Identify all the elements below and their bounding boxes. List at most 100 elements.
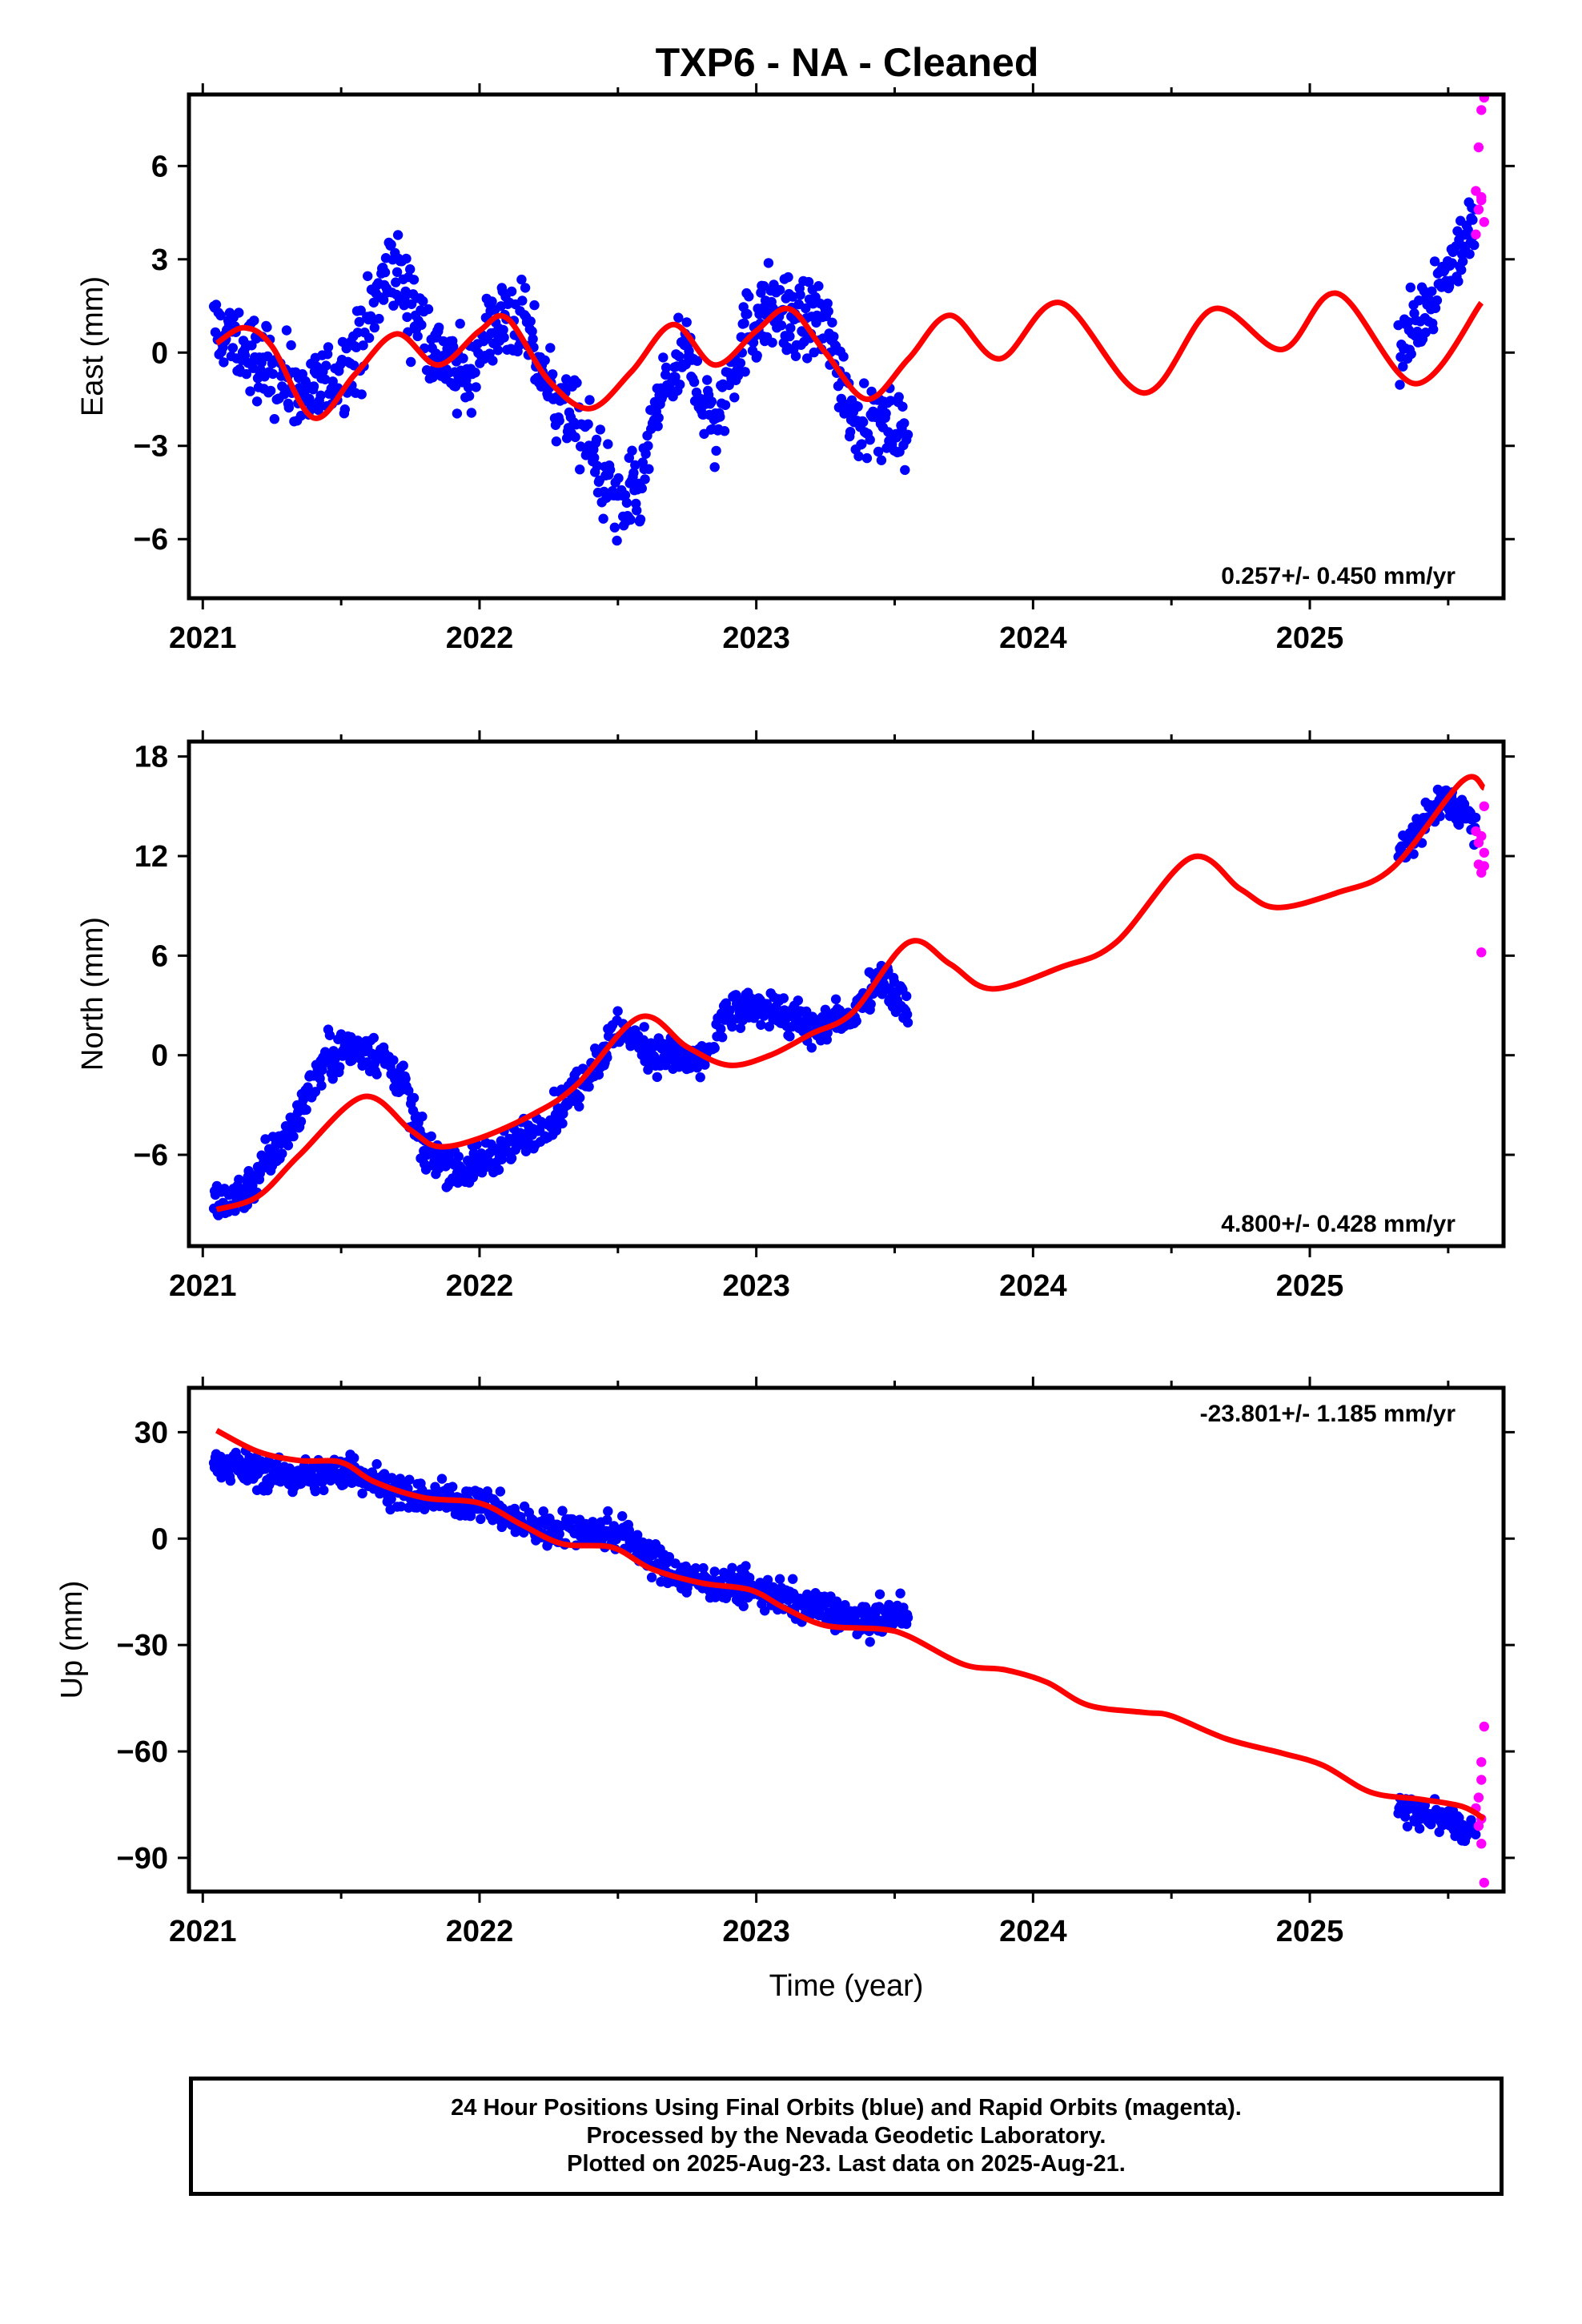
final-point <box>627 445 637 456</box>
final-point <box>239 350 251 360</box>
final-point <box>404 1474 415 1485</box>
x-tick-label: 2023 <box>722 621 790 655</box>
final-point <box>652 1072 662 1083</box>
final-point <box>1427 286 1437 296</box>
final-point <box>881 408 891 419</box>
final-point <box>575 464 585 475</box>
final-point <box>488 356 498 366</box>
final-point <box>363 332 375 344</box>
y-tick-label: 12 <box>135 840 168 874</box>
final-point <box>630 460 640 470</box>
final-point <box>700 1059 710 1070</box>
final-point <box>416 320 427 330</box>
plot-area-up <box>208 1428 1490 1888</box>
final-point <box>1406 348 1416 360</box>
final-point <box>288 1131 299 1142</box>
final-point <box>388 1055 399 1066</box>
final-point <box>899 418 909 428</box>
final-point <box>874 1589 885 1600</box>
rapid-point <box>1473 142 1484 153</box>
final-point <box>219 357 229 368</box>
final-point <box>575 1092 585 1103</box>
final-point <box>1395 380 1405 390</box>
final-point <box>225 1475 236 1486</box>
final-point <box>463 382 474 392</box>
final-point <box>310 1486 321 1497</box>
final-point <box>358 340 368 351</box>
rapid-point <box>1476 105 1487 115</box>
final-point <box>845 427 856 437</box>
final-point <box>760 1606 770 1616</box>
final-point <box>283 1140 294 1151</box>
final-point <box>709 462 720 472</box>
final-point <box>876 455 887 465</box>
final-point <box>1393 320 1403 331</box>
final-point <box>635 514 646 525</box>
final-point <box>227 343 238 353</box>
final-point <box>391 267 403 277</box>
panel-frame-up <box>187 1385 1506 1894</box>
final-point <box>670 372 681 383</box>
final-point <box>506 1153 517 1164</box>
final-point <box>234 1174 244 1185</box>
final-point <box>277 381 287 392</box>
y-tick-label: −3 <box>134 430 168 464</box>
final-point <box>368 1032 379 1043</box>
final-point <box>404 1085 414 1096</box>
final-point <box>412 331 423 342</box>
model-curve-north <box>215 774 1487 1212</box>
final-point <box>897 401 908 412</box>
panel-north: 2021 2022 2023 2024 2025 −6 0 6 12 18 North (mm) 4.… <box>76 730 1515 1303</box>
rapid-point <box>1479 94 1489 103</box>
final-point <box>352 328 363 338</box>
rapid-point <box>1479 217 1490 227</box>
x-tick-label: 2021 <box>169 621 237 655</box>
final-point <box>1428 324 1439 335</box>
final-point <box>802 353 813 364</box>
x-tick-label: 2022 <box>446 621 514 655</box>
final-point <box>315 390 326 400</box>
final-point <box>613 472 624 484</box>
final-point <box>857 439 867 449</box>
final-point <box>418 296 428 307</box>
final-point <box>829 332 839 342</box>
final-point <box>428 372 438 383</box>
final-point <box>517 296 528 306</box>
final-point <box>464 391 475 401</box>
final-point <box>1398 361 1408 372</box>
final-point <box>788 1574 798 1584</box>
final-point <box>399 300 409 311</box>
rate-label-up: -23.801+/- 1.185 mm/yr <box>1200 1401 1456 1427</box>
final-point <box>379 267 391 278</box>
final-point <box>1420 328 1431 338</box>
rapid-point <box>1479 861 1490 871</box>
final-point <box>471 382 481 392</box>
final-point <box>576 441 586 452</box>
final-point <box>448 1482 458 1492</box>
final-point <box>584 395 595 405</box>
final-point <box>620 490 631 501</box>
final-point <box>900 464 910 476</box>
final-point <box>234 308 244 318</box>
final-point <box>865 1637 875 1647</box>
final-point <box>436 1474 448 1484</box>
final-point <box>675 380 685 390</box>
final-point <box>740 367 750 377</box>
final-point <box>321 360 331 371</box>
final-point <box>423 304 434 315</box>
final-point <box>493 1164 504 1176</box>
final-point <box>286 340 296 351</box>
final-point <box>698 1562 709 1574</box>
y-axis-up: −90 −60 −30 0 30 <box>117 1416 1515 1876</box>
final-point <box>1402 1821 1413 1831</box>
final-point <box>527 326 537 336</box>
final-point <box>1471 1829 1481 1839</box>
x-axis-north: 2021 2022 2023 2024 2025 <box>169 730 1450 1303</box>
rapid-point <box>1476 191 1487 203</box>
y-tick-label: −6 <box>134 523 168 557</box>
rapid-point <box>1476 1757 1487 1767</box>
final-point <box>727 1562 737 1574</box>
final-point <box>742 308 753 320</box>
final-point <box>241 368 251 380</box>
x-tick-label: 2025 <box>1276 621 1344 655</box>
